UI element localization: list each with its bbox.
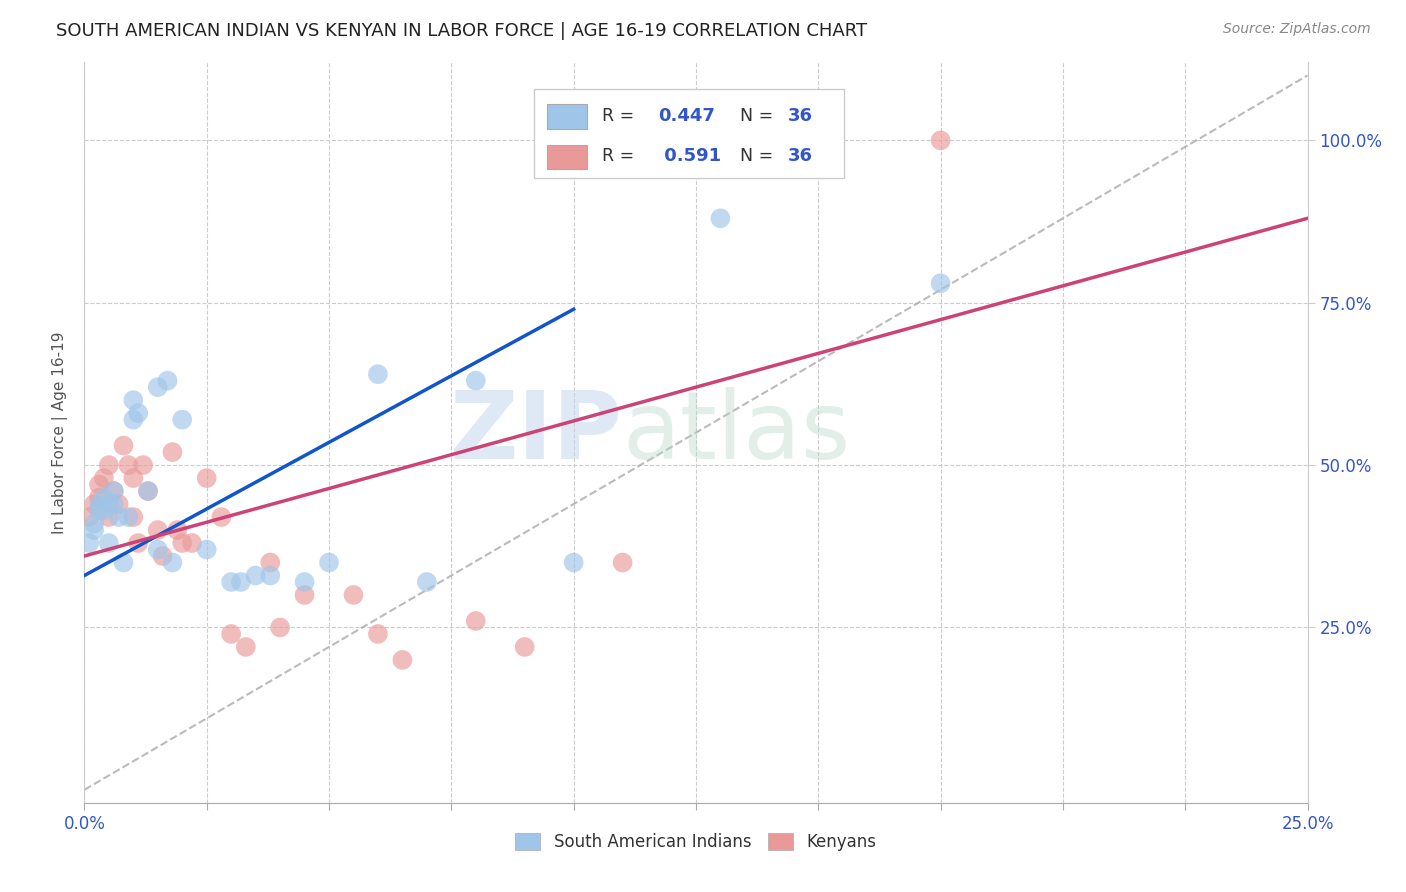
Text: ZIP: ZIP xyxy=(450,386,623,479)
Point xyxy=(136,484,159,499)
Point xyxy=(367,367,389,381)
Text: R =: R = xyxy=(602,107,640,125)
Point xyxy=(83,523,105,537)
Point xyxy=(162,445,184,459)
Point xyxy=(229,574,252,589)
Text: SOUTH AMERICAN INDIAN VS KENYAN IN LABOR FORCE | AGE 16-19 CORRELATION CHART: SOUTH AMERICAN INDIAN VS KENYAN IN LABOR… xyxy=(56,22,868,40)
Point xyxy=(87,477,110,491)
Point xyxy=(209,510,232,524)
Point xyxy=(122,510,145,524)
Point xyxy=(112,439,135,453)
Point xyxy=(294,574,316,589)
Point xyxy=(259,556,281,570)
Bar xyxy=(547,104,586,129)
Point xyxy=(136,484,159,499)
Point xyxy=(146,380,169,394)
Point xyxy=(97,458,120,472)
Point xyxy=(342,588,364,602)
Point xyxy=(83,516,105,531)
Point xyxy=(93,471,115,485)
Point xyxy=(87,497,110,511)
Point xyxy=(513,640,536,654)
Point xyxy=(219,574,242,589)
Point xyxy=(117,510,139,524)
Point xyxy=(146,523,169,537)
Point xyxy=(107,510,129,524)
Point xyxy=(166,523,188,537)
Point xyxy=(259,568,281,582)
Point xyxy=(235,640,257,654)
Point xyxy=(464,614,486,628)
Point xyxy=(83,497,105,511)
Point xyxy=(93,491,115,505)
Point xyxy=(172,412,194,426)
Point xyxy=(87,491,110,505)
Point xyxy=(127,406,149,420)
Point xyxy=(709,211,731,226)
Point xyxy=(416,574,439,589)
Point xyxy=(122,412,145,426)
Point xyxy=(929,133,952,147)
Point xyxy=(97,497,120,511)
Text: atlas: atlas xyxy=(623,386,851,479)
Point xyxy=(181,536,204,550)
Text: 0.591: 0.591 xyxy=(658,147,721,165)
Point xyxy=(112,556,135,570)
Point xyxy=(245,568,267,582)
Point xyxy=(172,536,194,550)
Point xyxy=(132,458,155,472)
Text: N =: N = xyxy=(730,147,779,165)
Point xyxy=(391,653,413,667)
Point xyxy=(77,510,100,524)
Point xyxy=(103,484,125,499)
Point xyxy=(219,627,242,641)
Point xyxy=(562,556,585,570)
Point xyxy=(127,536,149,550)
Text: N =: N = xyxy=(730,107,779,125)
Point xyxy=(77,536,100,550)
Text: R =: R = xyxy=(602,147,640,165)
FancyBboxPatch shape xyxy=(534,89,844,178)
Point xyxy=(122,471,145,485)
Text: 36: 36 xyxy=(787,107,813,125)
Point xyxy=(294,588,316,602)
Point xyxy=(464,374,486,388)
Point xyxy=(367,627,389,641)
Point xyxy=(269,620,291,634)
Point xyxy=(162,556,184,570)
Point xyxy=(195,471,218,485)
Point xyxy=(122,393,145,408)
Point xyxy=(156,374,179,388)
Point xyxy=(103,497,125,511)
Point xyxy=(87,503,110,517)
Text: 0.447: 0.447 xyxy=(658,107,714,125)
Text: Source: ZipAtlas.com: Source: ZipAtlas.com xyxy=(1223,22,1371,37)
Text: 36: 36 xyxy=(787,147,813,165)
Bar xyxy=(547,145,586,169)
Point xyxy=(103,484,125,499)
Point xyxy=(97,536,120,550)
Point xyxy=(117,458,139,472)
Point xyxy=(929,277,952,291)
Point xyxy=(152,549,174,563)
Point xyxy=(195,542,218,557)
Y-axis label: In Labor Force | Age 16-19: In Labor Force | Age 16-19 xyxy=(52,331,69,534)
Point xyxy=(612,556,634,570)
Legend: South American Indians, Kenyans: South American Indians, Kenyans xyxy=(509,826,883,857)
Point xyxy=(97,510,120,524)
Point xyxy=(107,497,129,511)
Point xyxy=(146,542,169,557)
Point xyxy=(318,556,340,570)
Point xyxy=(93,503,115,517)
